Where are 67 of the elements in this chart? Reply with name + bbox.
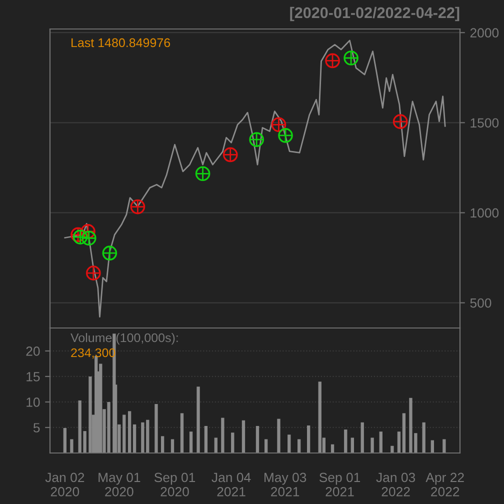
x-tick-label: Sep 01 2020 bbox=[154, 472, 196, 496]
bar bbox=[430, 440, 434, 453]
x-tick-label: Jan 03 2022 bbox=[376, 472, 416, 496]
point bbox=[278, 128, 293, 143]
bar bbox=[297, 439, 301, 453]
y-tick-label: 15 bbox=[26, 372, 40, 382]
bar bbox=[350, 438, 354, 453]
point bbox=[325, 53, 340, 68]
point bbox=[195, 166, 210, 182]
bar bbox=[306, 425, 310, 453]
bar bbox=[160, 436, 164, 453]
point bbox=[80, 224, 96, 239]
bar bbox=[397, 432, 401, 453]
chart-title: [2020-01-02/2022-04-22] bbox=[290, 6, 460, 22]
y-tick-label: 500 bbox=[470, 298, 492, 308]
bar bbox=[242, 420, 246, 453]
x-tick-label: Jan 02 2020 bbox=[45, 472, 84, 496]
x-tick-label: Apr 22 2022 bbox=[426, 472, 464, 496]
line-series bbox=[64, 40, 446, 318]
y-tick-label: 1500 bbox=[470, 118, 499, 128]
annotation: Last 1480.849976 bbox=[72, 38, 170, 48]
bar bbox=[264, 439, 268, 453]
bar bbox=[189, 432, 193, 453]
bar bbox=[277, 418, 280, 453]
x-tick-label: May 03 2021 bbox=[264, 472, 306, 496]
point bbox=[249, 132, 264, 148]
bar bbox=[128, 411, 132, 453]
bar bbox=[132, 424, 136, 453]
bar bbox=[360, 422, 364, 453]
bar bbox=[70, 439, 74, 453]
x-tick-label: Sep 01 2021 bbox=[319, 472, 360, 496]
y-tick-label: 10 bbox=[26, 398, 40, 407]
y-tick-label: 2000 bbox=[470, 28, 499, 38]
bar bbox=[154, 404, 158, 453]
bar bbox=[180, 413, 184, 453]
bar bbox=[370, 438, 374, 453]
point bbox=[222, 147, 238, 162]
bar bbox=[170, 439, 174, 453]
x-tick-label: May 01 2020 bbox=[98, 472, 140, 496]
bar bbox=[402, 413, 406, 453]
bar bbox=[221, 418, 224, 453]
annotation: Volume (100,000s): bbox=[70, 333, 178, 345]
bar bbox=[379, 432, 382, 453]
point bbox=[81, 230, 96, 246]
bar bbox=[88, 376, 92, 453]
y-tick-label: 5 bbox=[33, 423, 40, 432]
bar bbox=[122, 414, 126, 453]
bar bbox=[256, 426, 260, 453]
bar bbox=[204, 426, 208, 453]
bar bbox=[63, 428, 66, 453]
bar bbox=[422, 422, 426, 453]
point bbox=[344, 50, 358, 66]
point bbox=[271, 117, 286, 132]
annotation: 234,300 bbox=[71, 348, 116, 359]
bar bbox=[344, 430, 348, 453]
bar bbox=[231, 432, 234, 453]
bar bbox=[442, 439, 446, 453]
bar bbox=[390, 446, 394, 453]
y-tick-label: 1000 bbox=[470, 208, 499, 218]
bar bbox=[196, 386, 200, 453]
bar bbox=[288, 434, 291, 453]
bar bbox=[214, 438, 218, 453]
bar bbox=[318, 382, 322, 453]
point bbox=[392, 114, 408, 130]
y-tick-label: 20 bbox=[26, 346, 40, 356]
point bbox=[86, 266, 101, 280]
x-tick-label: Jan 04 2021 bbox=[212, 472, 251, 496]
